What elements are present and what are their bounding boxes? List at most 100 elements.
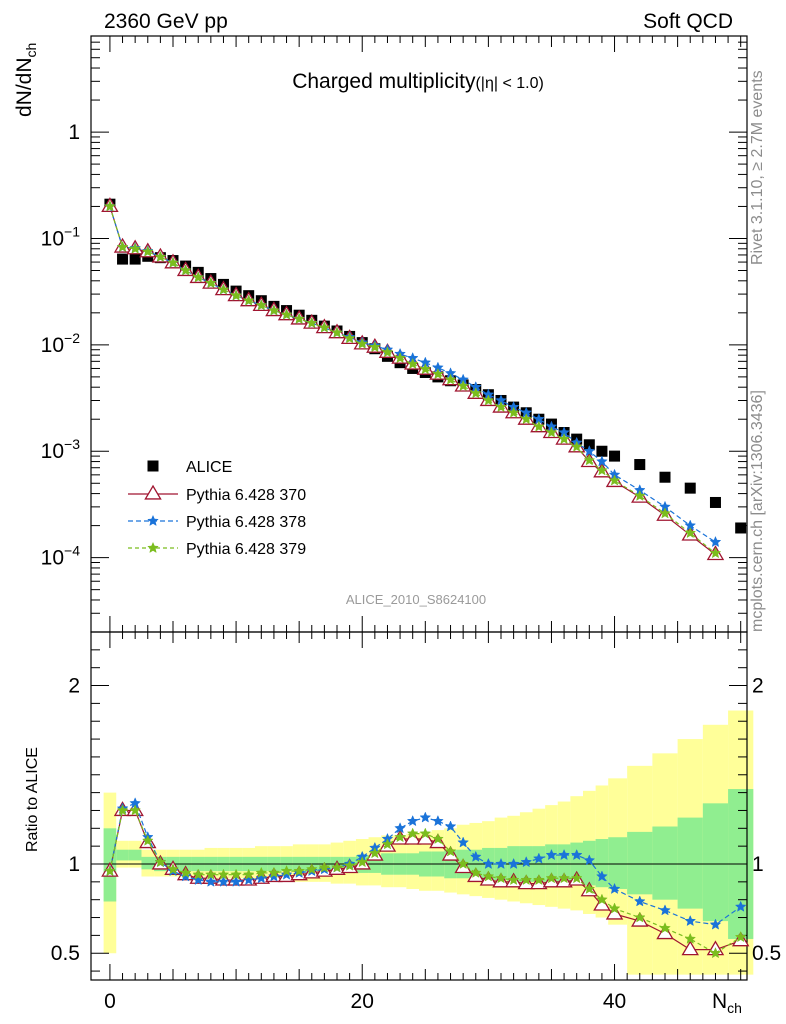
ratio-plot-frame [90,631,748,981]
series-point-ratio [419,827,432,839]
band-green-bin [141,856,155,870]
series-point-ratio [593,895,611,911]
series-point-main [558,432,570,445]
series-point-main [116,240,129,253]
series-point-main [444,373,457,385]
series-point-ratio [495,872,507,884]
series-point-ratio [217,868,230,880]
series-point-ratio [381,838,394,850]
y-tick-label: 10−2 [41,330,81,357]
series-point-ratio [432,815,444,827]
series-point-ratio [457,836,469,848]
series-point-ratio [230,875,242,887]
series-point-main [608,474,621,486]
series-point-main [293,312,305,324]
header-left: 2360 GeV pp [104,10,228,33]
series-point-ratio [608,902,621,914]
series-point-ratio [192,868,205,880]
band-green-bin [595,839,609,888]
legend-marker [147,460,159,472]
x-tick-label: 40 [603,990,626,1013]
series-point-ratio [369,847,381,859]
mcplots-label: mcplots.cern.ch [arXiv:1306.3436] [749,390,766,632]
series-point-ratio [558,872,570,884]
series-point-main [596,464,608,476]
data-point-alice [634,459,646,471]
series-point-main [406,357,419,370]
data-point-alice [709,496,721,508]
band-green-bin [116,849,129,861]
series-point-ratio [416,829,435,845]
series-point-ratio [709,918,722,930]
series-point-main [356,337,369,349]
series-point-ratio [192,873,205,886]
series-point-main [432,368,444,380]
series-point-ratio [545,848,558,861]
series-point-ratio [255,866,268,878]
series-point-ratio [469,866,482,878]
band-green-bin [627,831,653,895]
series-point-ratio [457,857,469,869]
band-green-bin [652,826,678,900]
series-point-main [570,440,583,452]
legend-entry: Pythia 6.428 370 [128,484,306,504]
series-point-ratio [406,815,419,827]
y-axis-label-main: dN/dN [13,57,36,117]
chart-title-sub: (|η| < 1.0) [475,75,543,92]
axis-ticks: 0 20 40 10−4 10−3 10−2 10−1 1 0.5 0.5 1 1 2 2 [41,35,781,1013]
ratio-tick-label-left: 2 [68,675,80,698]
legend-entry: Pythia 6.428 378 [128,514,306,531]
series-point-main [129,242,141,254]
legend-marker [147,541,159,553]
data-point-alice [583,439,595,451]
series-point-main [709,547,722,559]
series-point-ratio [545,872,558,884]
series-point-ratio [734,900,747,912]
series-point-ratio [305,863,318,875]
y-tick-label: 10−1 [41,223,81,250]
series-point-ratio [331,861,343,873]
legend-label: Pythia 6.428 378 [186,514,306,531]
series-point-ratio [356,856,369,868]
series-point-ratio [633,895,646,907]
series-point-ratio [605,904,624,920]
series-point-ratio [469,850,482,862]
data-point-alice [684,482,696,494]
legend-label: Pythia 6.428 379 [186,541,306,558]
chart-title-main: Charged multiplicity [292,70,476,93]
series-point-main [633,489,646,501]
series-point-main [268,304,280,316]
series-point-ratio [419,811,432,823]
x-axis-label-sub: ch [727,1000,742,1016]
series-point-ratio [205,868,217,880]
y-tick-label: 1 [68,121,80,144]
series-point-ratio [394,831,406,843]
series-point-main [457,379,469,392]
series-point-ratio [684,932,697,944]
ratio-tick-label-left: 0.5 [51,942,80,965]
series-point-ratio [558,848,570,861]
series-point-ratio [154,856,167,868]
series-point-ratio [179,870,192,882]
x-tick-label: 0 [104,990,116,1013]
legend-entry: Pythia 6.428 379 [128,541,306,558]
band-green-bin [677,817,703,909]
series-line-main [109,206,716,554]
data-point-alice [735,522,747,534]
ratio-tick-label-left: 1 [68,853,80,876]
series-point-ratio [116,804,129,816]
series-point-ratio [406,827,419,839]
series-point-ratio [681,940,699,956]
series-point-ratio [403,829,422,845]
series-point-main [217,283,230,295]
series-point-main [507,406,520,418]
series-point-main [419,363,432,375]
series-point-ratio [659,904,671,916]
series-point-ratio [520,856,533,868]
series-point-main [141,245,154,257]
series-point-ratio [507,857,520,869]
series-point-ratio [280,868,293,880]
series-point-ratio [570,872,583,884]
band-green-bin [608,837,628,889]
ratio-tick-label-right: 1 [752,853,764,876]
